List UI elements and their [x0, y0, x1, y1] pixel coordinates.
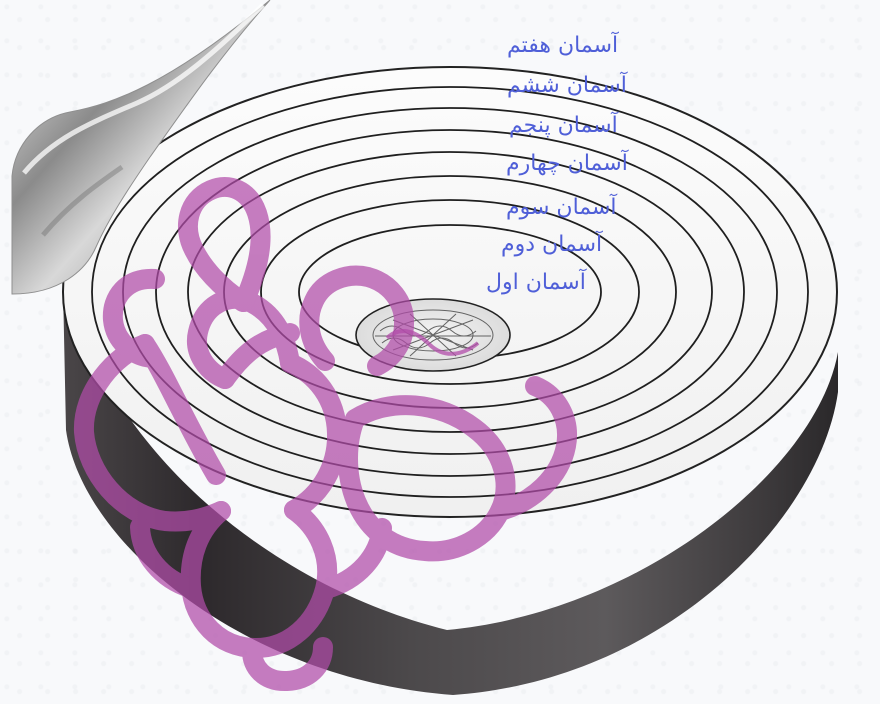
watermark-logo-icon — [73, 177, 577, 691]
heaven-labels: آسمان هفتم آسمان ششم آسمان پنجم آسمان چه… — [486, 31, 629, 295]
label-sixth-heaven: آسمان ششم — [507, 71, 628, 98]
label-fourth-heaven: آسمان چهارم — [506, 149, 629, 176]
ring-4 — [187, 151, 713, 433]
label-second-heaven: آسمان دوم — [501, 230, 603, 257]
label-first-heaven: آسمان اول — [486, 268, 587, 295]
label-third-heaven: آسمان سوم — [506, 193, 617, 220]
ring-7 — [91, 86, 809, 498]
label-seventh-heaven: آسمان هفتم — [507, 31, 619, 58]
label-fifth-heaven: آسمان پنجم — [509, 111, 619, 138]
ring-5 — [155, 129, 745, 455]
disk-side — [62, 240, 838, 695]
disk-top — [62, 66, 838, 518]
ring-2 — [260, 199, 640, 385]
page-curl-icon — [11, 0, 271, 295]
